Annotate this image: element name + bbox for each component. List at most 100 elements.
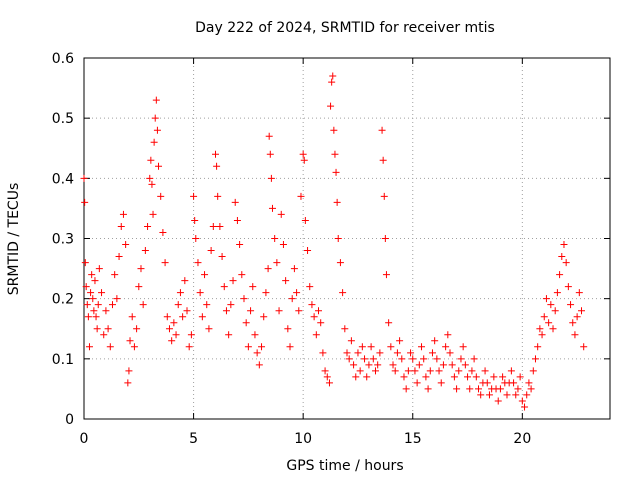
data-point-plus-marker xyxy=(404,367,412,375)
data-point-plus-marker xyxy=(409,355,417,363)
data-point-plus-marker xyxy=(150,138,158,146)
data-point-plus-marker xyxy=(327,102,335,110)
data-point-plus-marker xyxy=(553,289,561,297)
data-point-plus-marker xyxy=(236,241,244,249)
data-point-plus-marker xyxy=(233,216,241,224)
y-tick-label: 0.2 xyxy=(52,292,74,308)
data-point-plus-marker xyxy=(507,367,515,375)
data-point-plus-marker xyxy=(448,361,456,369)
data-point-plus-marker xyxy=(277,210,285,218)
data-point-plus-marker xyxy=(293,289,301,297)
data-point-plus-marker xyxy=(331,150,339,158)
data-point-plus-marker xyxy=(190,192,198,200)
data-point-plus-marker xyxy=(343,349,351,357)
data-point-plus-marker xyxy=(260,313,268,321)
data-point-plus-marker xyxy=(90,307,98,315)
data-point-plus-marker xyxy=(380,192,388,200)
data-point-plus-marker xyxy=(446,349,454,357)
data-point-plus-marker xyxy=(567,301,575,309)
y-tick-label: 0.3 xyxy=(52,232,74,248)
data-point-plus-marker xyxy=(339,289,347,297)
data-point-plus-marker xyxy=(389,361,397,369)
data-point-plus-marker xyxy=(503,391,511,399)
data-point-plus-marker xyxy=(424,385,432,393)
data-point-plus-marker xyxy=(135,283,143,291)
data-point-plus-marker xyxy=(258,343,266,351)
data-point-plus-marker xyxy=(124,379,132,387)
y-tick-label: 0 xyxy=(65,412,74,428)
data-point-plus-marker xyxy=(213,162,221,170)
data-point-plus-marker xyxy=(286,343,294,351)
x-tick-label: 0 xyxy=(80,431,89,447)
data-point-plus-marker xyxy=(516,373,524,381)
data-point-plus-marker xyxy=(518,397,526,405)
data-point-plus-marker xyxy=(284,325,292,333)
data-point-plus-marker xyxy=(347,337,355,345)
data-point-plus-marker xyxy=(442,343,450,351)
data-point-plus-marker xyxy=(352,373,360,381)
data-point-plus-marker xyxy=(288,295,296,303)
data-point-plus-marker xyxy=(411,367,419,375)
data-point-plus-marker xyxy=(81,198,89,206)
data-point-plus-marker xyxy=(126,337,134,345)
data-point-plus-marker xyxy=(431,337,439,345)
data-point-plus-marker xyxy=(203,301,211,309)
data-point-plus-marker xyxy=(378,126,386,134)
data-point-plus-marker xyxy=(183,307,191,315)
data-point-plus-marker xyxy=(494,397,502,405)
data-point-plus-marker xyxy=(549,325,557,333)
data-point-plus-marker xyxy=(130,343,138,351)
data-point-plus-marker xyxy=(333,198,341,206)
data-point-plus-marker xyxy=(304,247,312,255)
data-point-plus-marker xyxy=(332,168,340,176)
data-point-plus-marker xyxy=(238,271,246,279)
data-point-plus-marker xyxy=(267,174,275,182)
y-tick-label: 0.5 xyxy=(52,111,74,127)
data-point-plus-marker xyxy=(247,307,255,315)
data-point-plus-marker xyxy=(457,355,465,363)
data-point-plus-marker xyxy=(433,355,441,363)
data-point-plus-marker xyxy=(196,289,204,297)
data-point-plus-marker xyxy=(229,277,237,285)
data-point-plus-marker xyxy=(393,349,401,357)
data-point-plus-marker xyxy=(459,343,467,351)
data-point-plus-marker xyxy=(578,307,586,315)
data-point-plus-marker xyxy=(299,150,307,158)
data-point-plus-marker xyxy=(85,343,93,351)
data-point-plus-marker xyxy=(385,319,393,327)
data-point-plus-marker xyxy=(341,325,349,333)
y-tick-label: 0.6 xyxy=(52,51,74,67)
data-point-plus-marker xyxy=(172,331,180,339)
data-point-plus-marker xyxy=(490,373,498,381)
data-point-plus-marker xyxy=(209,222,217,230)
data-point-plus-marker xyxy=(363,373,371,381)
data-point-plus-marker xyxy=(104,325,112,333)
data-point-plus-marker xyxy=(222,307,230,315)
data-point-plus-marker xyxy=(312,331,320,339)
data-point-plus-marker xyxy=(163,313,171,321)
data-point-plus-marker xyxy=(244,343,252,351)
data-point-plus-marker xyxy=(95,265,103,273)
data-point-plus-marker xyxy=(361,355,369,363)
data-point-plus-marker xyxy=(453,385,461,393)
data-points xyxy=(80,72,588,411)
data-point-plus-marker xyxy=(398,355,406,363)
data-point-plus-marker xyxy=(225,331,233,339)
data-point-plus-marker xyxy=(93,325,101,333)
data-point-plus-marker xyxy=(148,180,156,188)
data-point-plus-marker xyxy=(573,313,581,321)
data-point-plus-marker xyxy=(282,277,290,285)
data-point-plus-marker xyxy=(510,379,518,387)
data-point-plus-marker xyxy=(374,361,382,369)
data-point-plus-marker xyxy=(369,355,377,363)
data-point-plus-marker xyxy=(205,325,213,333)
data-point-plus-marker xyxy=(569,319,577,327)
data-point-plus-marker xyxy=(345,355,353,363)
data-point-plus-marker xyxy=(319,349,327,357)
data-point-plus-marker xyxy=(128,313,136,321)
data-point-plus-marker xyxy=(144,222,152,230)
data-point-plus-marker xyxy=(387,343,395,351)
data-point-plus-marker xyxy=(249,283,257,291)
data-point-plus-marker xyxy=(407,349,415,357)
